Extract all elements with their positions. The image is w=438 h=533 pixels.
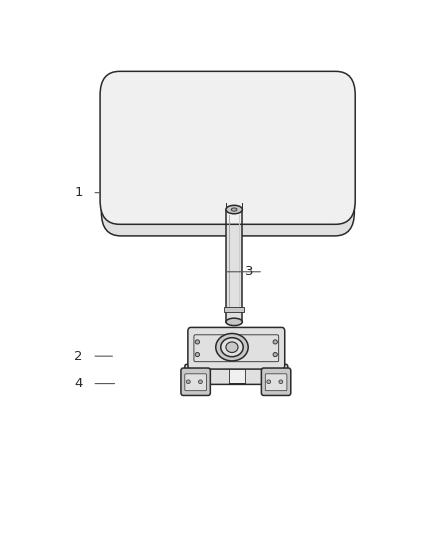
Bar: [229, 368, 245, 383]
Ellipse shape: [231, 208, 237, 211]
Ellipse shape: [198, 380, 202, 384]
FancyBboxPatch shape: [188, 327, 285, 369]
FancyBboxPatch shape: [101, 83, 354, 236]
Text: 4: 4: [74, 377, 83, 390]
Bar: [226, 209, 242, 322]
Ellipse shape: [195, 340, 200, 344]
FancyBboxPatch shape: [265, 374, 287, 391]
Ellipse shape: [216, 334, 248, 361]
Ellipse shape: [273, 352, 277, 357]
FancyBboxPatch shape: [181, 368, 210, 395]
Bar: [224, 306, 244, 312]
Ellipse shape: [267, 380, 271, 384]
Text: 1: 1: [74, 186, 83, 199]
Text: 3: 3: [245, 265, 254, 278]
FancyBboxPatch shape: [261, 368, 291, 395]
Ellipse shape: [279, 380, 283, 384]
Ellipse shape: [226, 342, 238, 352]
Ellipse shape: [226, 205, 242, 214]
Ellipse shape: [273, 340, 277, 344]
Ellipse shape: [221, 338, 243, 357]
Ellipse shape: [195, 352, 200, 357]
FancyBboxPatch shape: [100, 71, 355, 224]
Text: 2: 2: [74, 350, 83, 362]
Ellipse shape: [226, 318, 242, 326]
FancyBboxPatch shape: [185, 365, 288, 384]
FancyBboxPatch shape: [185, 374, 206, 391]
Ellipse shape: [186, 380, 190, 384]
